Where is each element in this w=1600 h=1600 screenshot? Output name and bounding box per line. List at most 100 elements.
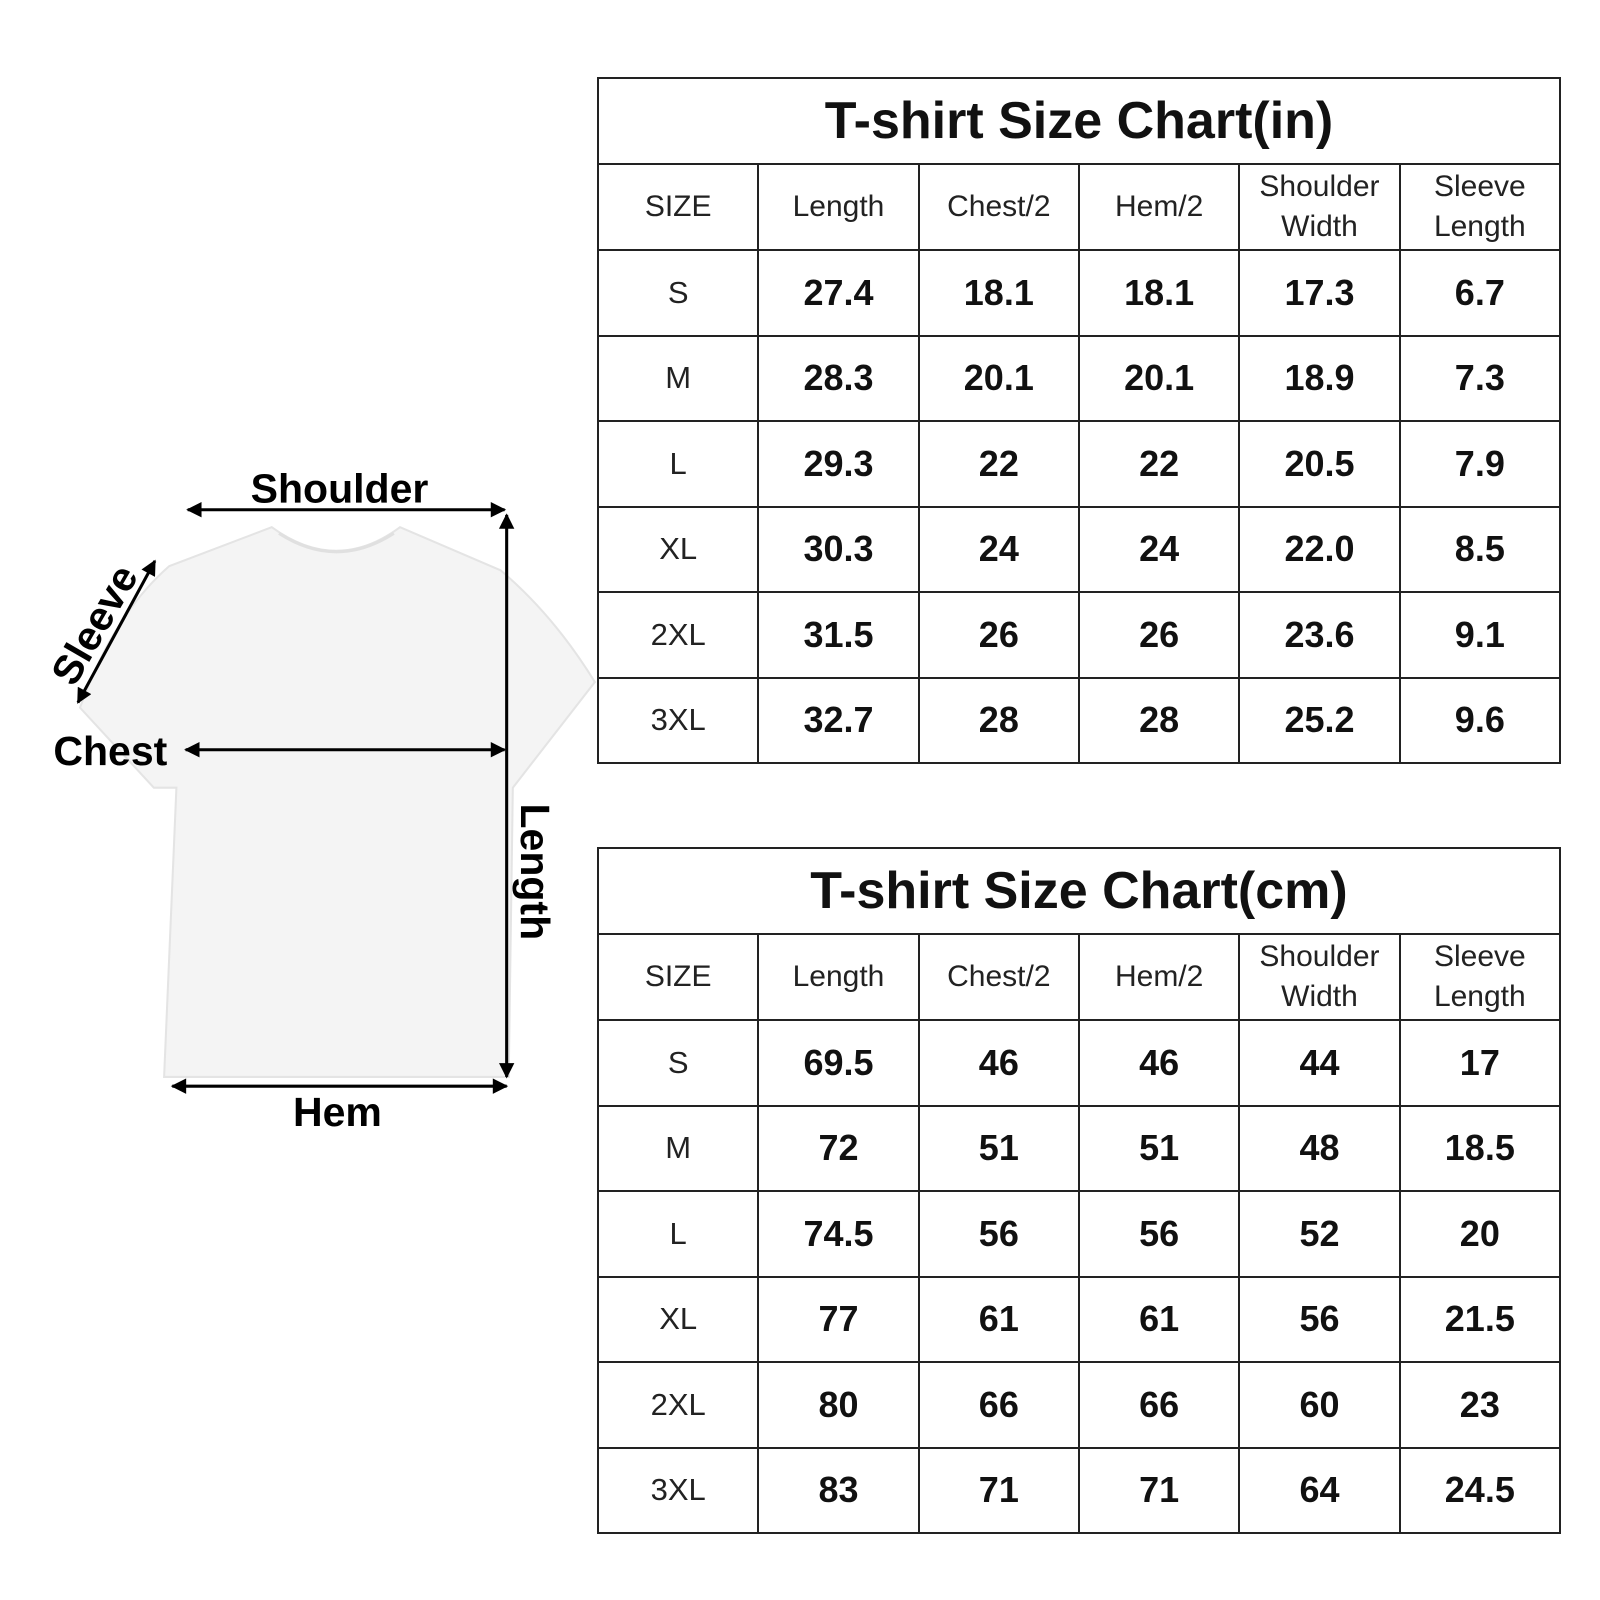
column-header: Sleeve Length (1398, 933, 1562, 1021)
value-cell: 26 (1077, 591, 1241, 679)
value-cell: 74.5 (757, 1190, 920, 1278)
size-chart-cm: T-shirt Size Chart(cm) SIZE Length Chest/2 H… (596, 847, 1562, 1534)
header-row: SIZE Length Chest/2 Hem/2 Shoulder Width Sleev… (596, 933, 1562, 1021)
size-cell: XL (596, 1275, 760, 1363)
value-cell: 51 (917, 1104, 1080, 1192)
size-cell: S (596, 249, 760, 337)
value-cell: 69.5 (757, 1019, 920, 1107)
value-cell: 24 (1077, 505, 1241, 593)
value-cell: 60 (1238, 1361, 1401, 1449)
column-header: SIZE (596, 933, 760, 1021)
value-cell: 17 (1398, 1019, 1562, 1107)
value-cell: 9.6 (1398, 676, 1562, 764)
value-cell: 64 (1238, 1446, 1401, 1534)
table-row: M 28.3 20.1 20.1 18.9 7.3 (596, 334, 1562, 422)
value-cell: 46 (1077, 1019, 1241, 1107)
table-row: S 69.5 46 46 44 17 (596, 1019, 1562, 1107)
table-title: T-shirt Size Chart(in) (597, 77, 1561, 165)
value-cell: 6.7 (1398, 249, 1562, 337)
value-cell: 23 (1398, 1361, 1562, 1449)
column-header: Shoulder Width (1238, 163, 1401, 251)
value-cell: 17.3 (1238, 249, 1401, 337)
column-header: Shoulder Width (1238, 933, 1401, 1021)
value-cell: 44 (1238, 1019, 1401, 1107)
size-cell: M (596, 1104, 760, 1192)
value-cell: 77 (757, 1275, 920, 1363)
value-cell: 20 (1398, 1190, 1562, 1278)
value-cell: 83 (757, 1446, 920, 1534)
value-cell: 22 (1077, 420, 1241, 508)
value-cell: 18.5 (1398, 1104, 1562, 1192)
value-cell: 72 (757, 1104, 920, 1192)
value-cell: 28 (1077, 676, 1241, 764)
table-row: XL 30.3 24 24 22.0 8.5 (596, 505, 1562, 593)
value-cell: 71 (1077, 1446, 1241, 1534)
table-row: 2XL 80 66 66 60 23 (596, 1361, 1562, 1449)
size-cell: 3XL (596, 676, 760, 764)
table-row: 3XL 83 71 71 64 24.5 (596, 1446, 1562, 1534)
tshirt-measurement-diagram: Shoulder Chest Hem Length Sleeve (42, 466, 597, 1135)
value-cell: 56 (1238, 1275, 1401, 1363)
value-cell: 46 (917, 1019, 1080, 1107)
column-header: Sleeve Length (1398, 163, 1562, 251)
size-cell: L (596, 420, 760, 508)
size-cell: XL (596, 505, 760, 593)
sleeve-arrow (76, 559, 157, 704)
value-cell: 71 (917, 1446, 1080, 1534)
value-cell: 30.3 (757, 505, 920, 593)
shoulder-label: Shoulder (251, 466, 429, 512)
value-cell: 31.5 (757, 591, 920, 679)
value-cell: 21.5 (1398, 1275, 1562, 1363)
value-cell: 28 (917, 676, 1080, 764)
size-cell: S (596, 1019, 760, 1107)
value-cell: 22 (917, 420, 1080, 508)
column-header: Length (757, 933, 920, 1021)
value-cell: 24 (917, 505, 1080, 593)
value-cell: 51 (1077, 1104, 1241, 1192)
length-label: Length (512, 803, 558, 940)
value-cell: 28.3 (757, 334, 920, 422)
table-row: XL 77 61 61 56 21.5 (596, 1275, 1562, 1363)
size-cell: M (596, 334, 760, 422)
value-cell: 66 (917, 1361, 1080, 1449)
value-cell: 20.5 (1238, 420, 1401, 508)
table-row: 2XL 31.5 26 26 23.6 9.1 (596, 591, 1562, 679)
size-cell: L (596, 1190, 760, 1278)
table-row: S 27.4 18.1 18.1 17.3 6.7 (596, 249, 1562, 337)
value-cell: 56 (1077, 1190, 1241, 1278)
size-cell: 3XL (596, 1446, 760, 1534)
value-cell: 20.1 (917, 334, 1080, 422)
size-cell: 2XL (596, 1361, 760, 1449)
table-row: M 72 51 51 48 18.5 (596, 1104, 1562, 1192)
table-row: L 74.5 56 56 52 20 (596, 1190, 1562, 1278)
value-cell: 48 (1238, 1104, 1401, 1192)
value-cell: 18.1 (1077, 249, 1241, 337)
value-cell: 18.1 (917, 249, 1080, 337)
value-cell: 18.9 (1238, 334, 1401, 422)
value-cell: 80 (757, 1361, 920, 1449)
value-cell: 61 (917, 1275, 1080, 1363)
value-cell: 23.6 (1238, 591, 1401, 679)
table-title: T-shirt Size Chart(cm) (597, 847, 1561, 935)
value-cell: 24.5 (1398, 1446, 1562, 1534)
value-cell: 26 (917, 591, 1080, 679)
chest-label: Chest (53, 728, 167, 774)
column-header: Hem/2 (1077, 933, 1241, 1021)
value-cell: 8.5 (1398, 505, 1562, 593)
value-cell: 25.2 (1238, 676, 1401, 764)
value-cell: 20.1 (1077, 334, 1241, 422)
column-header: Hem/2 (1077, 163, 1241, 251)
size-chart-inches: T-shirt Size Chart(in) SIZE Length Chest/2 H… (596, 77, 1562, 764)
value-cell: 27.4 (757, 249, 920, 337)
value-cell: 52 (1238, 1190, 1401, 1278)
value-cell: 9.1 (1398, 591, 1562, 679)
value-cell: 29.3 (757, 420, 920, 508)
value-cell: 56 (917, 1190, 1080, 1278)
column-header: Length (757, 163, 920, 251)
table-row: 3XL 32.7 28 28 25.2 9.6 (596, 676, 1562, 764)
value-cell: 61 (1077, 1275, 1241, 1363)
value-cell: 7.3 (1398, 334, 1562, 422)
size-cell: 2XL (596, 591, 760, 679)
value-cell: 7.9 (1398, 420, 1562, 508)
value-cell: 66 (1077, 1361, 1241, 1449)
